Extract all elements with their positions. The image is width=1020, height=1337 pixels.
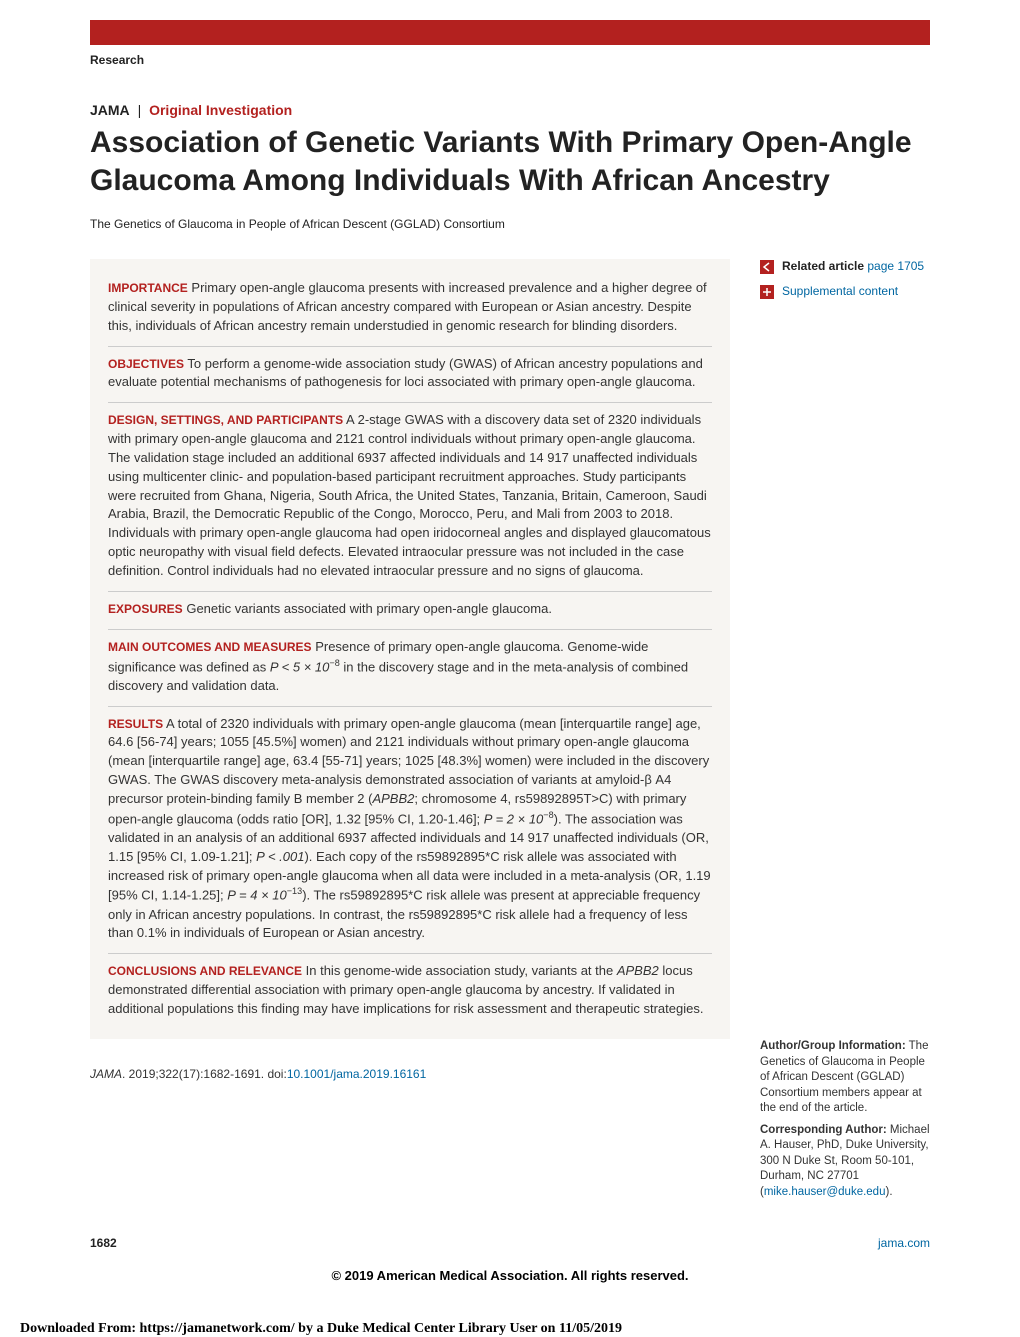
results-p3-sup: −13 bbox=[287, 886, 302, 896]
plus-icon bbox=[760, 285, 774, 299]
side-column: Related article page 1705 Supplemental c… bbox=[760, 259, 930, 1206]
related-label: Related article bbox=[782, 259, 864, 273]
exposures-text: Genetic variants associated with primary… bbox=[186, 601, 552, 616]
top-brand-bar bbox=[90, 20, 930, 45]
supplemental-link[interactable]: Supplemental content bbox=[760, 284, 930, 299]
page-number: 1682 bbox=[90, 1236, 117, 1250]
related-article-link[interactable]: Related article page 1705 bbox=[760, 259, 930, 274]
conclusions-gene: APBB2 bbox=[617, 963, 659, 978]
abstract-design: DESIGN, SETTINGS, AND PARTICIPANTS A 2-s… bbox=[108, 411, 712, 592]
results-p2: P < .001 bbox=[256, 849, 304, 864]
citation-journal: JAMA bbox=[90, 1067, 122, 1081]
design-text: A 2-stage GWAS with a discovery data set… bbox=[108, 412, 711, 578]
download-note: Downloaded From: https://jamanetwork.com… bbox=[0, 1321, 1020, 1337]
abstract-box: IMPORTANCE Primary open-angle glaucoma p… bbox=[90, 259, 730, 1039]
main-column: IMPORTANCE Primary open-angle glaucoma p… bbox=[90, 259, 730, 1206]
corresponding-text-end: ). bbox=[885, 1186, 892, 1198]
outcomes-heading: MAIN OUTCOMES AND MEASURES bbox=[108, 640, 312, 654]
journal-line: JAMA | Original Investigation bbox=[90, 102, 930, 118]
design-heading: DESIGN, SETTINGS, AND PARTICIPANTS bbox=[108, 413, 343, 427]
site-link[interactable]: jama.com bbox=[878, 1236, 930, 1250]
objectives-heading: OBJECTIVES bbox=[108, 357, 184, 371]
objectives-text: To perform a genome-wide association stu… bbox=[108, 356, 703, 390]
corresponding-heading: Corresponding Author: bbox=[760, 1124, 887, 1136]
abstract-objectives: OBJECTIVES To perform a genome-wide asso… bbox=[108, 355, 712, 404]
corresponding-email[interactable]: mike.hauser@duke.edu bbox=[764, 1186, 886, 1198]
outcomes-p-sup: −8 bbox=[329, 658, 339, 668]
citation: JAMA. 2019;322(17):1682-1691. doi:10.100… bbox=[90, 1067, 730, 1081]
arrow-left-icon bbox=[760, 260, 774, 274]
article-title: Association of Genetic Variants With Pri… bbox=[90, 124, 930, 199]
article-type: Original Investigation bbox=[149, 102, 292, 118]
exposures-heading: EXPOSURES bbox=[108, 602, 183, 616]
conclusions-t1: In this genome-wide association study, v… bbox=[306, 963, 617, 978]
supplemental-text: Supplemental content bbox=[782, 284, 898, 298]
abstract-outcomes: MAIN OUTCOMES AND MEASURES Presence of p… bbox=[108, 638, 712, 707]
consortium-byline: The Genetics of Glaucoma in People of Af… bbox=[90, 217, 930, 231]
importance-text: Primary open-angle glaucoma presents wit… bbox=[108, 280, 707, 333]
abstract-exposures: EXPOSURES Genetic variants associated wi… bbox=[108, 600, 712, 630]
related-page: page 1705 bbox=[864, 259, 924, 273]
abstract-importance: IMPORTANCE Primary open-angle glaucoma p… bbox=[108, 279, 712, 347]
author-info: Author/Group Information: The Genetics o… bbox=[760, 1039, 930, 1200]
results-p1-sup: −8 bbox=[543, 810, 553, 820]
abstract-conclusions: CONCLUSIONS AND RELEVANCE In this genome… bbox=[108, 962, 712, 1019]
conclusions-heading: CONCLUSIONS AND RELEVANCE bbox=[108, 964, 302, 978]
outcomes-p-expr: P < 5 × 10 bbox=[270, 659, 330, 674]
footer-row: 1682 jama.com bbox=[90, 1236, 930, 1250]
results-heading: RESULTS bbox=[108, 717, 163, 731]
journal-name: JAMA bbox=[90, 102, 130, 118]
pipe-separator: | bbox=[138, 102, 142, 118]
related-text: Related article page 1705 bbox=[782, 259, 924, 273]
research-label: Research bbox=[90, 53, 930, 67]
results-p1: P = 2 × 10 bbox=[484, 811, 544, 826]
results-gene1: APBB2 bbox=[372, 791, 414, 806]
citation-ref: . 2019;322(17):1682-1691. doi: bbox=[122, 1067, 287, 1081]
results-p3: P = 4 × 10 bbox=[227, 888, 287, 903]
doi-link[interactable]: 10.1001/jama.2019.16161 bbox=[287, 1067, 426, 1081]
importance-heading: IMPORTANCE bbox=[108, 281, 188, 295]
copyright: © 2019 American Medical Association. All… bbox=[90, 1268, 930, 1283]
author-group-heading: Author/Group Information: bbox=[760, 1040, 906, 1052]
abstract-results: RESULTS A total of 2320 individuals with… bbox=[108, 715, 712, 955]
